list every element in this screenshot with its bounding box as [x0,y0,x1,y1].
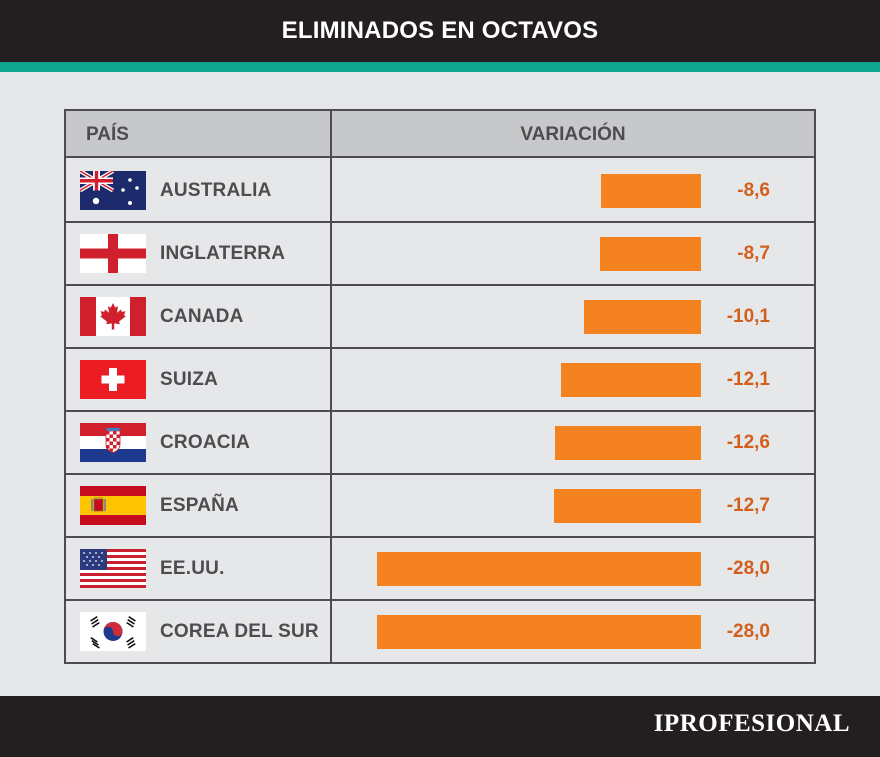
variation-bar [377,552,701,586]
footer-bar: IPROFESIONAL [0,696,880,757]
iprofesional-logo: IPROFESIONAL [653,710,850,737]
variation-value-label: -12,1 [726,368,770,390]
variation-value-label: -28,0 [726,620,770,642]
south-korea-flag-icon [80,612,146,651]
variation-bar [600,237,701,271]
usa-flag-icon [80,549,146,588]
row-divider [66,473,814,475]
variation-value-label: -10,1 [726,305,770,327]
column-divider [330,111,332,662]
england-flag-icon [80,234,146,273]
header-bar: ELIMINADOS EN OCTAVOS [0,0,880,62]
variation-value-label: -8,6 [737,179,770,201]
variation-bar [554,489,701,523]
country-label: EE.UU. [160,557,225,579]
variation-bar [377,615,701,649]
variation-value-label: -12,7 [726,494,770,516]
accent-strip [0,62,880,72]
country-label: CANADA [160,305,244,327]
variation-bar [601,174,701,208]
variation-bar [561,363,701,397]
column-header-country: PAÍS [86,123,129,145]
country-label: AUSTRALIA [160,179,272,201]
table-row: SUIZA -12,1 [66,349,814,412]
country-label: SUIZA [160,368,218,390]
table-row: COREA DEL SUR -28,0 [66,601,814,664]
row-divider [66,536,814,538]
variation-value-label: -8,7 [737,242,770,264]
column-header-variation: VARIACIÓN [520,123,626,145]
variation-bar [584,300,701,334]
country-label: CROACIA [160,431,251,453]
table-header: PAÍS VARIACIÓN [66,111,814,158]
variation-value-label: -28,0 [726,557,770,579]
country-label: COREA DEL SUR [160,620,319,642]
table-row: AUSTRALIA -8,6 [66,160,814,223]
chart-title: ELIMINADOS EN OCTAVOS [281,17,599,44]
croatia-flag-icon [80,423,146,462]
spain-flag-icon [80,486,146,525]
country-label: INGLATERRA [160,242,286,264]
country-label: ESPAÑA [160,494,239,516]
table-row: ESPAÑA -12,7 [66,475,814,538]
table-row: CROACIA -12,6 [66,412,814,475]
australia-flag-icon [80,171,146,210]
switzerland-flag-icon [80,360,146,399]
row-divider [66,284,814,286]
table-row: CANADA -10,1 [66,286,814,349]
variation-value-label: -12,6 [726,431,770,453]
table-row: EE.UU. -28,0 [66,538,814,601]
row-divider [66,410,814,412]
row-divider [66,599,814,601]
canada-flag-icon [80,297,146,336]
variation-bar [555,426,701,460]
variation-table: PAÍS VARIACIÓN AUSTRALIA -8,6 INGLATERRA -… [64,109,816,664]
table-row: INGLATERRA -8,7 [66,223,814,286]
row-divider [66,347,814,349]
row-divider [66,221,814,223]
